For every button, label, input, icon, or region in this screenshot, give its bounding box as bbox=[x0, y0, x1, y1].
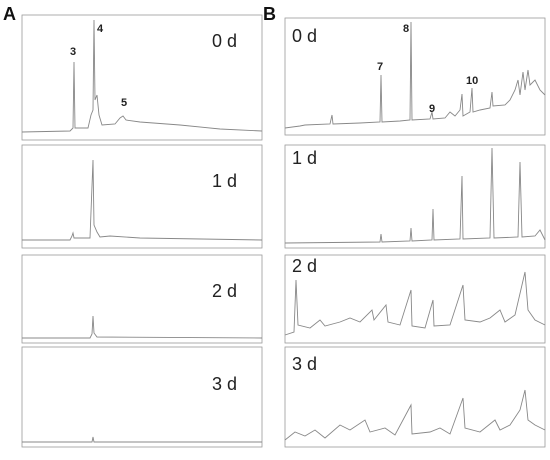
plot-frame bbox=[21, 144, 263, 249]
panel-label: B bbox=[263, 4, 276, 24]
peak-label: 10 bbox=[466, 75, 478, 87]
chromatogram bbox=[22, 159, 263, 241]
plot-frame bbox=[21, 346, 263, 448]
peak-label: 4 bbox=[97, 23, 104, 35]
day-label: 0 d bbox=[292, 26, 317, 46]
day-label: 1 d bbox=[292, 148, 317, 168]
peak-label: 3 bbox=[70, 46, 76, 58]
day-label: 2 d bbox=[292, 256, 317, 276]
chromatogram bbox=[284, 21, 546, 129]
plot-frame bbox=[284, 254, 546, 344]
plot-frame bbox=[21, 14, 263, 141]
plot-frame bbox=[284, 346, 546, 448]
peak-label: 7 bbox=[377, 61, 383, 73]
peak-label: 9 bbox=[429, 103, 435, 115]
plot-frame bbox=[21, 254, 263, 344]
chromatogram bbox=[284, 147, 546, 244]
day-label: 2 d bbox=[212, 281, 237, 301]
plot-frame bbox=[284, 17, 546, 136]
day-label: 0 d bbox=[212, 31, 237, 51]
plot-frame bbox=[284, 144, 546, 249]
chromatogram bbox=[284, 389, 546, 441]
day-label: 3 d bbox=[212, 374, 237, 394]
chromatogram bbox=[284, 271, 546, 336]
peak-label: 8 bbox=[403, 23, 409, 35]
chromatogram bbox=[22, 436, 262, 443]
day-label: 3 d bbox=[292, 354, 317, 374]
peak-label: 5 bbox=[121, 97, 127, 109]
chromatogram bbox=[22, 315, 263, 339]
chromatogram bbox=[21, 19, 263, 133]
day-label: 1 d bbox=[212, 171, 237, 191]
panel-label: A bbox=[3, 4, 16, 24]
